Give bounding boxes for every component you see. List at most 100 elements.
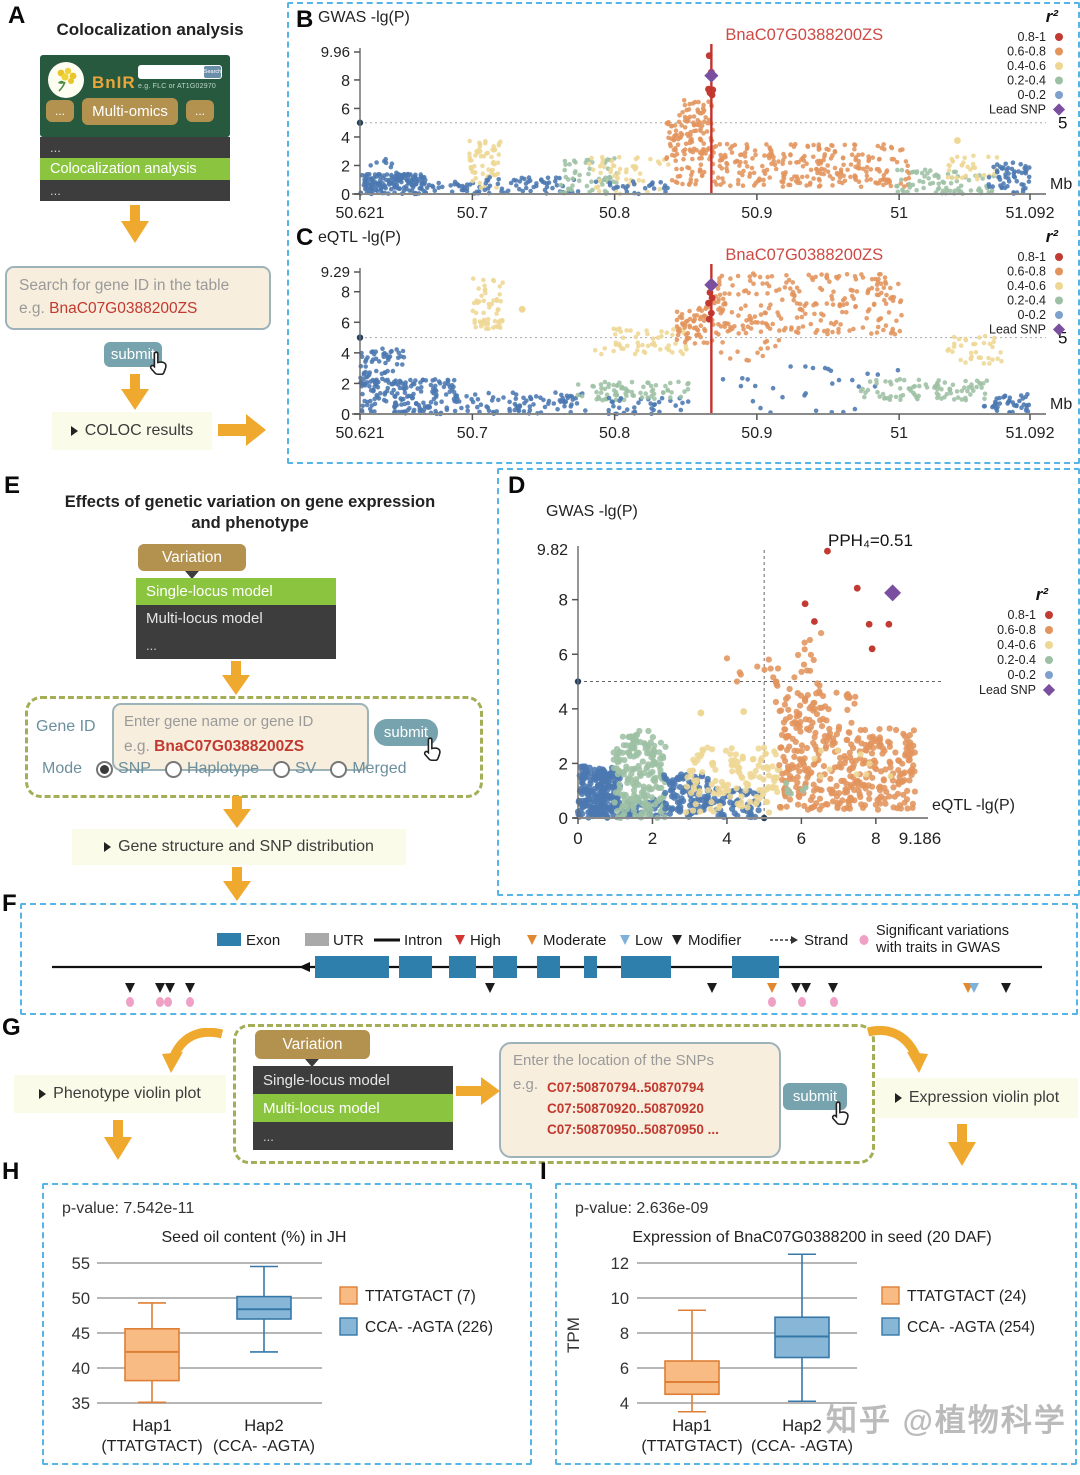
- flow-arrow-down: [948, 1124, 976, 1166]
- panel-bc-border: [287, 2, 1080, 464]
- phenotype-violin-label: Phenotype violin plot: [53, 1085, 201, 1102]
- menu-item-ellipsis[interactable]: ...: [50, 140, 61, 156]
- menu-item-ellipsis[interactable]: ...: [146, 638, 157, 653]
- mode-option-snp[interactable]: SNP: [96, 760, 151, 778]
- variation-button[interactable]: Variation: [255, 1030, 370, 1059]
- svg-text:4: 4: [341, 130, 350, 147]
- flow-arrow-down: [121, 374, 149, 410]
- mode-option-sv[interactable]: SV: [272, 760, 316, 778]
- svg-text:0: 0: [341, 407, 350, 424]
- banner-search-input[interactable]: Search: [138, 65, 222, 79]
- menu-item-ellipsis[interactable]: ...: [50, 182, 61, 198]
- snp-location-input[interactable]: Enter the location of the SNPs e.g. C07:…: [499, 1042, 781, 1158]
- panel-label-e: E: [4, 472, 21, 499]
- coloc-submit-button[interactable]: submit: [104, 342, 162, 367]
- svg-text:12: 12: [611, 1255, 629, 1273]
- radio-icon[interactable]: [164, 760, 182, 778]
- flow-arrow-down: [104, 1120, 132, 1160]
- menu-item-multi-locus[interactable]: Multi-locus model: [146, 610, 263, 627]
- mode-option-merged[interactable]: Merged: [330, 760, 407, 778]
- radio-selected-icon[interactable]: [96, 760, 114, 778]
- variation-button[interactable]: Variation: [138, 544, 246, 571]
- panel-e-title: Effects of genetic variation on gene exp…: [64, 493, 436, 532]
- flow-arrow-curved-left: [162, 1028, 224, 1073]
- svg-text:6: 6: [341, 315, 350, 332]
- svg-text:Mb: Mb: [1050, 176, 1072, 193]
- multi-omics-dropdown-menu: ... Colocalization analysis ...: [40, 137, 230, 201]
- svg-text:9.82: 9.82: [537, 542, 568, 559]
- gene-id-input[interactable]: Enter gene name or gene ID e.g. BnaC07G0…: [112, 703, 369, 771]
- mode-option-haplotype[interactable]: Haplotype: [164, 760, 259, 778]
- gene-id-submit-button[interactable]: submit: [374, 719, 438, 746]
- radio-icon[interactable]: [272, 760, 290, 778]
- gene-id-search-box[interactable]: Search for gene ID in the table e.g. Bna…: [5, 266, 271, 330]
- svg-text:r²: r²: [1046, 227, 1060, 246]
- svg-text:Hap1: Hap1: [132, 1417, 171, 1435]
- svg-text:Significant variations: Significant variations: [876, 923, 1009, 939]
- expression-boxplot: p-value: 2.636e-09 Expression of BnaC07G0…: [564, 1200, 1035, 1455]
- menu-item-single-locus[interactable]: Single-locus model: [263, 1071, 390, 1089]
- svg-text:0.4-0.6: 0.4-0.6: [1007, 279, 1046, 293]
- svg-text:4: 4: [341, 346, 350, 363]
- menu-item-colocalization[interactable]: Colocalization analysis: [40, 158, 230, 180]
- svg-text:0.6-0.8: 0.6-0.8: [1007, 265, 1046, 279]
- svg-text:5: 5: [1058, 114, 1067, 133]
- svg-text:50.7: 50.7: [457, 425, 488, 442]
- dropdown-caret-icon: [305, 1059, 319, 1067]
- svg-text:4: 4: [722, 829, 731, 848]
- svg-text:CCA- -AGTA (254): CCA- -AGTA (254): [907, 1319, 1035, 1336]
- expression-violin-label: Expression violin plot: [908, 1089, 1060, 1106]
- banner-search-button[interactable]: Search: [204, 66, 221, 78]
- flow-arrow-right: [218, 414, 266, 446]
- svg-text:0.8-1: 0.8-1: [1018, 250, 1047, 264]
- nav-more-left-button[interactable]: ...: [46, 100, 74, 122]
- expression-violin-bar: Expression violin plot: [876, 1078, 1078, 1118]
- svg-text:TTATGTACT (7): TTATGTACT (7): [365, 1288, 476, 1305]
- hand-cursor-icon: [831, 1101, 849, 1126]
- svg-text:8: 8: [341, 285, 350, 302]
- svg-text:6: 6: [620, 1360, 629, 1378]
- menu-item-multi-locus[interactable]: Multi-locus model: [253, 1094, 453, 1122]
- svg-text:Mb: Mb: [1050, 396, 1072, 413]
- svg-text:9.96: 9.96: [321, 44, 350, 61]
- mode-label: Mode: [42, 760, 83, 777]
- svg-text:eQTL -lg(P): eQTL -lg(P): [318, 229, 401, 246]
- coloc-results-bar: COLOC results: [52, 412, 212, 450]
- svg-text:6: 6: [341, 101, 350, 118]
- gene-id-example: e.g. BnaC07G0388200ZS: [124, 738, 305, 755]
- svg-text:5: 5: [1058, 329, 1067, 348]
- svg-text:BnaC07G0388200ZS: BnaC07G0388200ZS: [725, 26, 883, 44]
- menu-item-ellipsis[interactable]: ...: [263, 1128, 274, 1144]
- flow-arrow-curved-right: [866, 1026, 928, 1073]
- result-triangle-icon: [894, 1093, 902, 1103]
- snp-points: [575, 630, 918, 822]
- svg-text:0-0.2: 0-0.2: [1018, 88, 1047, 102]
- coloc-results-label: COLOC results: [84, 422, 194, 439]
- flow-arrow-down: [222, 661, 250, 695]
- svg-text:2: 2: [341, 158, 350, 175]
- menu-item-single-locus[interactable]: Single-locus model: [136, 578, 336, 605]
- nav-more-right-button[interactable]: ...: [186, 100, 214, 122]
- svg-text:High: High: [470, 932, 501, 949]
- snp-location-examples: C07:50870794..50870794 C07:50870920..508…: [547, 1080, 719, 1137]
- svg-text:51: 51: [890, 425, 908, 442]
- svg-text:6: 6: [797, 829, 806, 848]
- radio-icon[interactable]: [330, 760, 348, 778]
- svg-text:PPH₄=0.51: PPH₄=0.51: [828, 531, 913, 550]
- svg-text:50.7: 50.7: [457, 205, 488, 222]
- svg-text:50: 50: [72, 1290, 90, 1308]
- svg-text:eQTL -lg(P): eQTL -lg(P): [932, 797, 1015, 814]
- svg-text:Intron: Intron: [404, 932, 442, 949]
- svg-text:(CCA- -AGTA): (CCA- -AGTA): [213, 1438, 315, 1455]
- svg-text:Exon: Exon: [246, 932, 280, 949]
- svg-text:4: 4: [620, 1395, 629, 1413]
- svg-text:with traits in GWAS: with traits in GWAS: [875, 940, 1000, 956]
- svg-text:9.186: 9.186: [899, 829, 942, 848]
- nav-multi-omics-button[interactable]: Multi-omics: [82, 98, 178, 125]
- svg-text:10: 10: [611, 1290, 629, 1308]
- svg-text:0-0.2: 0-0.2: [1018, 308, 1047, 322]
- eqtl-locus-plot: 5 BnaC07G0388200ZS 0 2 4 6 8 9.29 50.621 50.7 50.8…: [318, 227, 1072, 442]
- svg-text:0: 0: [573, 829, 582, 848]
- search-box-example: e.g. BnaC07G0388200ZS: [19, 300, 198, 317]
- svg-text:0: 0: [559, 809, 568, 828]
